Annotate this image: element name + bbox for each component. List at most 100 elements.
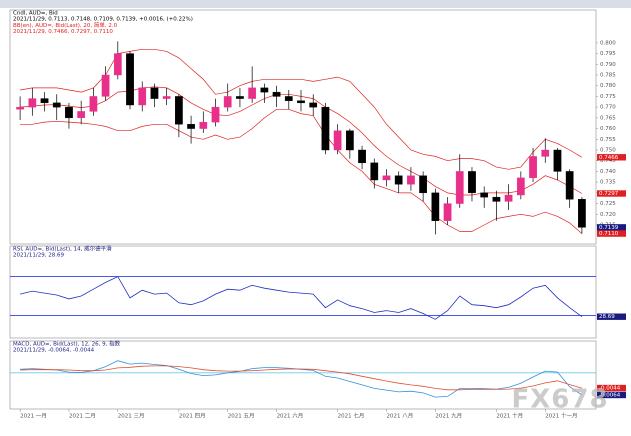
watermark: FX678 bbox=[511, 385, 608, 415]
price-tag bbox=[597, 391, 626, 399]
candle-body bbox=[89, 96, 98, 112]
candle-body bbox=[468, 171, 476, 194]
y-tick-label: 0.750 bbox=[600, 148, 616, 154]
candle-body bbox=[516, 177, 525, 196]
candle-body bbox=[565, 171, 574, 200]
candle-body bbox=[455, 171, 464, 204]
candle-body bbox=[65, 106, 73, 119]
candle-body bbox=[40, 98, 49, 104]
x-tick-label: 2021 四月 bbox=[179, 413, 206, 420]
candle-body bbox=[272, 91, 281, 97]
price-tag-label: -0.0064 bbox=[599, 392, 621, 398]
candle-body bbox=[345, 130, 354, 151]
candle-body bbox=[407, 175, 415, 185]
x-tick-label: 2021 十月 bbox=[496, 412, 523, 420]
price-tag bbox=[597, 190, 626, 197]
x-tick-label: 2021 五月 bbox=[228, 413, 255, 420]
y-tick-label: 0.725 bbox=[600, 201, 616, 207]
legend-text: 2021/11/29, 0.7466, 0.7297, 0.7110 bbox=[13, 29, 113, 35]
y-tick-label: 0.795 bbox=[600, 51, 616, 57]
price-panel bbox=[9, 9, 597, 245]
price-tag bbox=[597, 384, 626, 392]
price-tag-label: 28.69 bbox=[599, 314, 615, 320]
y-tick-label: 0.740 bbox=[600, 169, 616, 175]
x-tick-label: 2021 三月 bbox=[118, 413, 145, 420]
candle-body bbox=[150, 87, 159, 99]
candle-body bbox=[419, 175, 427, 194]
band-lower bbox=[20, 108, 583, 234]
y-tick-label: 0.780 bbox=[600, 83, 616, 89]
candle-body bbox=[52, 102, 61, 108]
x-tick-label: 2021 九月 bbox=[435, 412, 462, 420]
candle-body bbox=[358, 149, 366, 164]
candle-body bbox=[553, 149, 562, 172]
y-tick-label: 0.720 bbox=[600, 212, 616, 218]
indicator-line bbox=[20, 276, 583, 320]
y-tick-label: 0.775 bbox=[600, 94, 616, 100]
rsi-panel bbox=[9, 245, 597, 339]
legend-text: MACD, AUD=, Bid(Last), 12, 26, 9, 指数 bbox=[13, 340, 121, 348]
x-tick-label: 2021 六月 bbox=[277, 412, 304, 420]
price-tag-label: 0.7466 bbox=[599, 155, 619, 161]
price-tag bbox=[597, 230, 626, 237]
candle-body bbox=[77, 111, 86, 119]
x-tick-label: 2021 十一月 bbox=[545, 412, 577, 420]
candle-body bbox=[541, 149, 550, 157]
macd-panel bbox=[9, 340, 597, 410]
y-tick-label: 0.800 bbox=[600, 40, 616, 46]
y-tick-label: 0.760 bbox=[600, 126, 616, 132]
price-tag bbox=[597, 224, 626, 231]
legend-text: 2021/11/29, 28.69 bbox=[13, 253, 64, 259]
y-tick-label: 0.790 bbox=[600, 62, 616, 68]
x-tick-label: 2021 一月 bbox=[20, 413, 47, 420]
candle-body bbox=[370, 162, 379, 181]
candle-body bbox=[578, 199, 586, 228]
legend-text: RSI, AUD=, Bid(Last), 14, 威尔德平滑 bbox=[13, 245, 112, 253]
price-tag-label: 0.7110 bbox=[599, 231, 619, 237]
candle-body bbox=[504, 194, 513, 202]
candle-body bbox=[248, 87, 257, 99]
window-bar bbox=[0, 0, 631, 8]
y-tick-label: 0.735 bbox=[600, 180, 616, 186]
candle-body bbox=[113, 53, 122, 76]
candle-body bbox=[223, 96, 232, 108]
x-tick-label: 2021 八月 bbox=[386, 413, 413, 420]
candle-body bbox=[260, 87, 269, 93]
candle-body bbox=[492, 196, 501, 202]
price-tag-label: -0.0044 bbox=[599, 386, 621, 392]
candle-body bbox=[236, 96, 244, 99]
candle-body bbox=[162, 96, 171, 99]
candle-body bbox=[321, 106, 330, 151]
candle-body bbox=[101, 74, 110, 97]
candle-body bbox=[284, 96, 293, 101]
candle-body bbox=[529, 156, 537, 179]
y-tick-label: 0.765 bbox=[600, 115, 616, 121]
candle-body bbox=[309, 102, 318, 108]
y-tick-label: 0.745 bbox=[600, 158, 616, 164]
candle-body bbox=[394, 175, 403, 185]
band-upper bbox=[20, 48, 583, 170]
candle-body bbox=[382, 175, 391, 181]
y-tick-label: 0.755 bbox=[600, 137, 616, 143]
candle-body bbox=[333, 130, 342, 151]
candle-body bbox=[297, 100, 305, 104]
legend-text: Cndl, AUD=, Bid bbox=[13, 11, 58, 17]
candle-body bbox=[443, 203, 452, 221]
candle-body bbox=[211, 106, 220, 123]
price-tag-label: 0.7139 bbox=[599, 225, 619, 231]
candle-body bbox=[126, 53, 134, 106]
x-tick-label: 2021 二月 bbox=[69, 413, 96, 420]
y-tick-label: 0.785 bbox=[600, 73, 616, 79]
y-tick-label: 0.770 bbox=[600, 105, 616, 111]
price-tag bbox=[597, 154, 626, 161]
candle-body bbox=[431, 192, 440, 221]
indicator-line bbox=[20, 365, 583, 391]
legend-text: 2021/11/29, -0.0064, -0.0044 bbox=[13, 348, 95, 354]
candle-body bbox=[28, 98, 37, 108]
candle-body bbox=[480, 192, 489, 198]
candle-body bbox=[187, 124, 195, 129]
candle-body bbox=[16, 106, 24, 110]
candle-body bbox=[138, 87, 147, 106]
